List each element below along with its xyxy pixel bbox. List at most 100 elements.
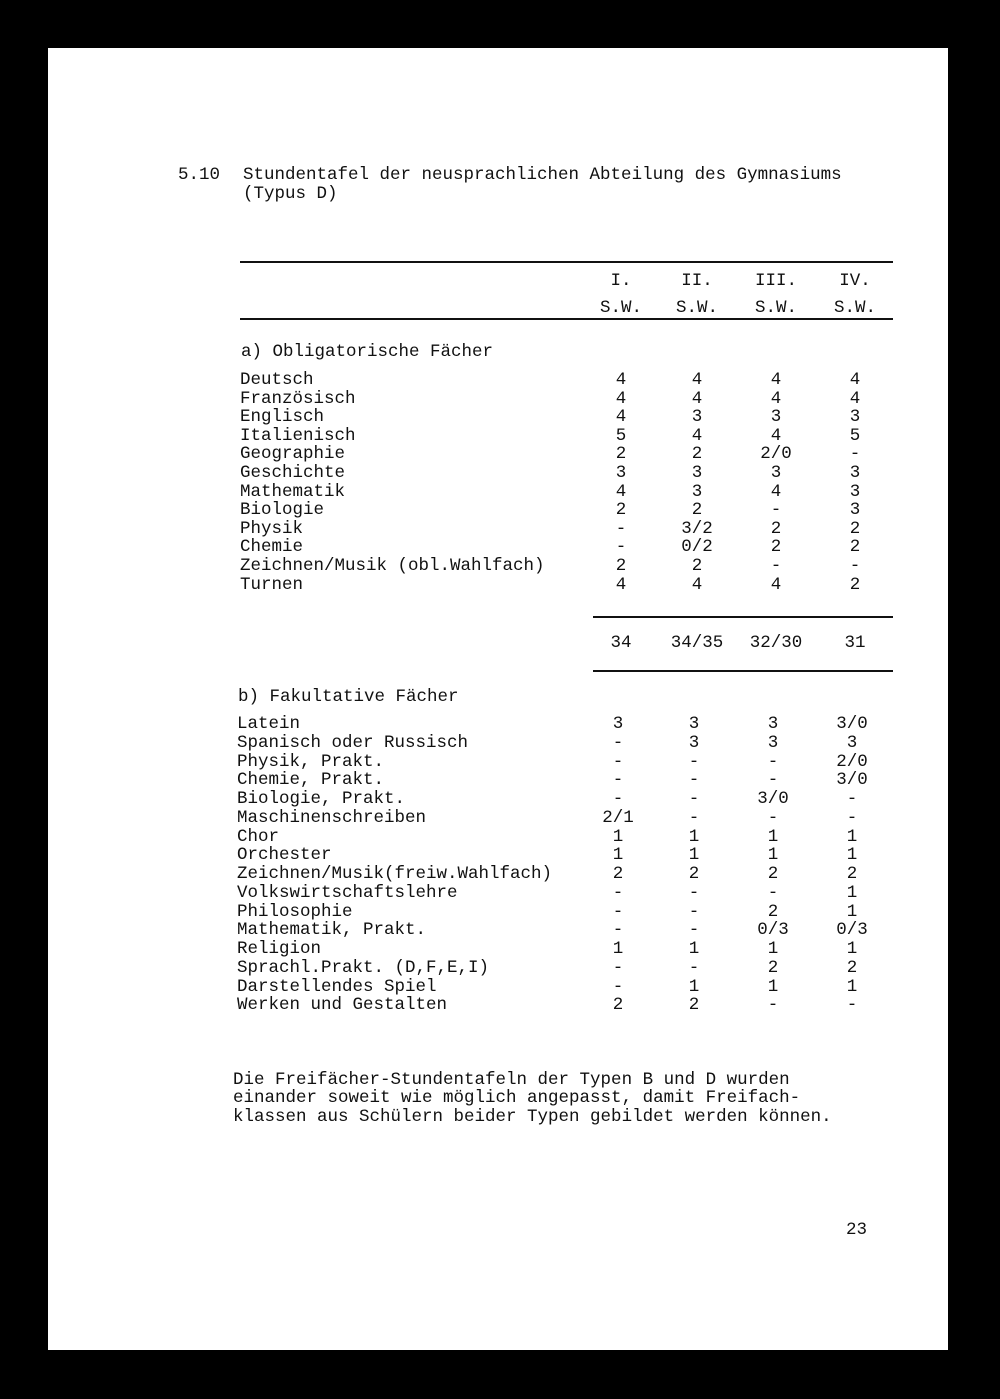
subject-label: Mathematik, Prakt.: [237, 920, 427, 941]
hours-value: 1: [767, 939, 779, 959]
subject-label: Sprachl.Prakt. (D,F,E,I): [237, 957, 490, 978]
total-value: 31: [844, 633, 866, 653]
hours-value: 2: [849, 518, 861, 539]
hours-value: -: [846, 789, 858, 809]
hours-value: 2: [688, 995, 700, 1016]
header-row-units: S.W. S.W. S.W. S.W.: [48, 299, 948, 318]
total-value: 32/30: [749, 633, 803, 653]
subject-label: Geographie: [240, 444, 346, 465]
hours-value: 2: [846, 864, 858, 884]
page-title: Stundentafel der neusprachlichen Abteilu…: [243, 165, 842, 185]
hours-value: 3/0: [757, 789, 789, 809]
table-row: Volkswirtschaftslehre - - - 1: [45, 884, 945, 903]
subject-label: Englisch: [240, 407, 325, 428]
hours-value: -: [688, 789, 700, 809]
hours-value: 4: [615, 574, 627, 595]
table-row: Orchester 1 1 1 1: [45, 846, 945, 865]
hours-value: -: [767, 995, 779, 1016]
column-unit: S.W.: [599, 298, 642, 318]
hours-value: -: [612, 901, 624, 922]
hours-value: -: [849, 444, 861, 465]
table-row: Turnen 4 4 4 2: [48, 574, 948, 595]
hours-value: -: [770, 500, 782, 521]
column-unit: S.W.: [754, 298, 797, 318]
hours-value: 2: [846, 957, 858, 978]
hours-value: -: [688, 957, 700, 978]
note-line: Die Freifächer-Stundentafeln der Typen B…: [233, 1070, 790, 1090]
hours-value: 2: [849, 574, 861, 595]
hours-value: 3: [691, 463, 703, 483]
hours-value: 4: [770, 370, 782, 390]
subject-label: Geschichte: [240, 463, 346, 483]
hours-value: -: [688, 882, 700, 903]
column-header: I.: [610, 271, 632, 291]
table-row: Physik - 3/2 2 2: [48, 520, 948, 539]
hours-value: 4: [615, 370, 627, 390]
hours-value: 1: [612, 845, 624, 866]
column-unit: S.W.: [833, 298, 876, 318]
hours-value: -: [688, 920, 700, 941]
hours-value: -: [612, 976, 624, 997]
hours-value: 2: [691, 444, 703, 465]
hours-value: 2: [770, 537, 782, 558]
table-row: Englisch 4 3 3 3: [48, 408, 948, 427]
section-heading-obligatory: a) Obligatorische Fächer: [241, 342, 494, 362]
hours-value: 3: [849, 407, 861, 428]
hours-value: 1: [688, 976, 700, 997]
subject-label: Turnen: [240, 574, 304, 595]
subject-label: Latein: [237, 714, 301, 734]
document-page: 5.10 Stundentafel der neusprachlichen Ab…: [48, 48, 948, 1350]
hours-value: 3: [846, 732, 858, 753]
hours-value: -: [612, 770, 624, 791]
hours-value: 2/0: [836, 751, 868, 772]
hours-value: 2: [767, 864, 779, 884]
hours-value: 2: [770, 518, 782, 539]
hours-value: -: [770, 556, 782, 576]
hours-value: -: [615, 537, 627, 558]
page-subtitle: (Typus D): [243, 184, 338, 204]
table-row: Chor 1 1 1 1: [45, 826, 945, 847]
hours-value: 2: [691, 500, 703, 521]
hours-value: 0/3: [757, 920, 789, 941]
hours-value: 1: [846, 939, 858, 959]
hours-value: 4: [615, 407, 627, 428]
hours-value: 0/2: [681, 537, 713, 558]
hours-value: 1: [767, 826, 779, 847]
subject-label: Physik: [240, 518, 304, 539]
subject-label: Biologie, Prakt.: [237, 789, 406, 809]
table-row: Latein 3 3 3 3/0: [45, 715, 945, 734]
table-row: Sprachl.Prakt. (D,F,E,I) - - 2 2: [45, 959, 945, 978]
table-row: Biologie 2 2 - 3: [48, 501, 948, 520]
table-row: Deutsch 4 4 4 4: [48, 371, 948, 390]
header-bottom-rule: [240, 318, 893, 320]
hours-value: -: [688, 901, 700, 922]
table-row: Chemie - 0/2 2 2: [48, 538, 948, 557]
hours-value: 4: [770, 425, 782, 446]
subject-label: Religion: [237, 939, 322, 959]
column-unit: S.W.: [675, 298, 718, 318]
hours-value: 2: [691, 556, 703, 576]
table-row: Biologie, Prakt. - - 3/0 -: [45, 790, 945, 809]
section-number: 5.10: [178, 165, 221, 185]
hours-value: 3: [770, 463, 782, 483]
hours-value: -: [615, 518, 627, 539]
hours-value: -: [767, 770, 779, 791]
table-row: Französisch 4 4 4 4: [48, 388, 948, 409]
hours-value: 3: [688, 714, 700, 734]
hours-value: 4: [615, 481, 627, 502]
hours-value: 2: [615, 556, 627, 576]
hours-value: 3: [767, 732, 779, 753]
hours-value: 1: [688, 845, 700, 866]
hours-value: 4: [691, 425, 703, 446]
subject-label: Physik, Prakt.: [237, 751, 385, 772]
header-row-grades: I. II. III. IV.: [48, 272, 948, 291]
table-row: Chemie, Prakt. - - - 3/0: [45, 771, 945, 790]
note-line: klassen aus Schülern beider Typen gebild…: [233, 1107, 832, 1127]
subject-label: Biologie: [240, 500, 325, 521]
hours-value: -: [688, 807, 700, 828]
subject-label: Chemie: [240, 537, 304, 558]
table-row: Geographie 2 2 2/0 -: [48, 445, 948, 464]
hours-value: 3: [691, 407, 703, 428]
hours-value: 4: [770, 388, 782, 409]
hours-value: 2: [615, 444, 627, 465]
